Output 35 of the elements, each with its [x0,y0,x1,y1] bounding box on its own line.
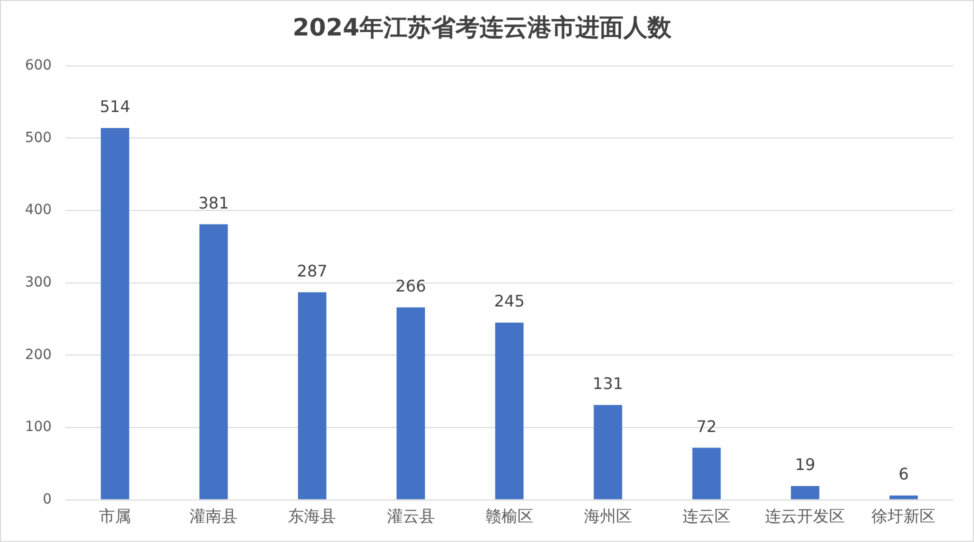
x-tick-label: 连云区 [682,506,731,526]
bar [199,224,228,500]
data-label: 6 [898,464,909,484]
x-tick-label: 连云开发区 [765,506,846,526]
bar [790,486,820,500]
data-label: 131 [592,374,624,394]
data-label: 19 [794,455,816,474]
x-tick-label: 市属 [99,506,132,526]
bar [396,307,425,500]
x-tick-label: 海州区 [584,506,632,526]
y-tick-label: 0 [42,491,52,508]
y-tick-label: 500 [24,130,52,146]
y-tick-label: 100 [24,419,52,436]
bar [692,448,721,500]
data-label: 381 [198,193,229,212]
data-label: 266 [396,276,426,296]
y-tick-label: 400 [24,202,52,218]
bar [100,128,130,500]
data-label: 514 [100,97,130,116]
bar [298,292,326,500]
y-tick-label: 300 [24,274,52,290]
chart-title: 2024年江苏省考连云港市进面人数 [292,14,672,42]
y-tick-label: 200 [24,346,52,363]
x-tick-label: 徐圩新区 [872,506,936,526]
x-tick-label: 赣榆区 [485,506,534,526]
bar [890,495,918,500]
data-label: 245 [494,292,525,311]
bar [495,322,524,500]
bar [594,405,622,500]
x-tick-label: 东海县 [288,506,336,526]
x-tick-label: 灌云县 [386,506,435,526]
data-label: 287 [296,261,328,280]
x-tick-label: 灌南县 [190,506,238,526]
data-label: 72 [696,416,717,436]
y-tick-label: 600 [24,57,52,74]
